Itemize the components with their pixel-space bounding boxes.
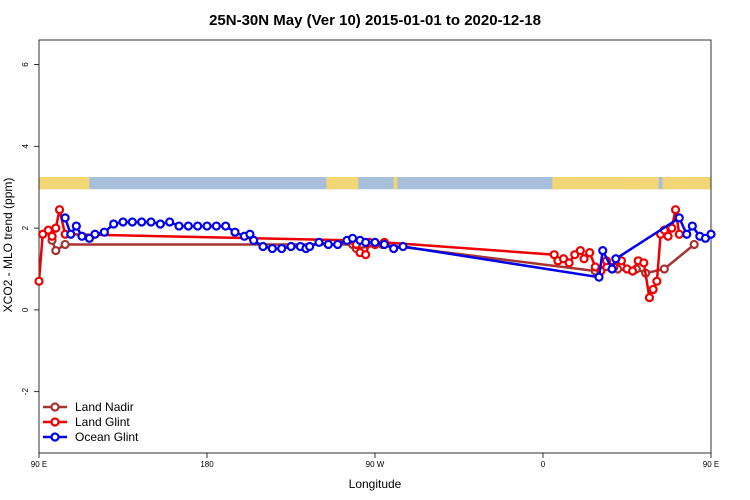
- series-point-1: [648, 284, 658, 295]
- y-tick-label: 0: [21, 307, 30, 312]
- series-point-1: [34, 276, 44, 286]
- legend-marker-1: [50, 417, 60, 427]
- ocean-mask-band: [39, 176, 711, 190]
- series-point-1: [54, 205, 65, 215]
- land-mask-segment: [662, 176, 711, 190]
- series-point-2: [706, 229, 716, 239]
- series-point-2: [370, 237, 380, 248]
- series-point-2: [674, 213, 684, 223]
- legend-label-1: Land Glint: [75, 415, 130, 429]
- series-point-2: [323, 239, 333, 250]
- series-point-2: [146, 217, 156, 227]
- x-tick-label: 0: [541, 460, 546, 469]
- land-mask-segment: [326, 176, 359, 190]
- series-point-2: [361, 237, 371, 248]
- y-tick-label: 2: [21, 225, 30, 230]
- series-point-2: [202, 221, 212, 231]
- series-point-2: [249, 235, 259, 245]
- series-point-2: [109, 219, 119, 229]
- x-axis-title: Longitude: [349, 477, 402, 491]
- series-point-2: [277, 243, 287, 254]
- series-point-1: [361, 250, 371, 260]
- series-point-0: [51, 245, 61, 256]
- series-point-1: [667, 223, 677, 233]
- land-mask-segment: [552, 176, 644, 190]
- legend-marker-0: [50, 402, 60, 412]
- land-mask-segment: [640, 176, 659, 190]
- chart-title: 25N-30N May (Ver 10) 2015-01-01 to 2020-…: [209, 12, 541, 29]
- y-axis-title: XCO2 - MLO trend (ppm): [1, 178, 15, 313]
- series-point-2: [127, 217, 137, 227]
- series-point-2: [183, 221, 193, 231]
- series-line-2: [63, 216, 711, 279]
- series-point-1: [639, 258, 649, 268]
- series-point-2: [258, 241, 268, 252]
- legend-label-0: Land Nadir: [75, 400, 134, 414]
- series-point-1: [585, 248, 595, 258]
- y-tick-label: 6: [21, 62, 30, 67]
- series-point-2: [90, 229, 100, 239]
- series-point-2: [60, 213, 70, 223]
- series-point-2: [389, 243, 399, 254]
- series-point-2: [211, 221, 221, 231]
- x-tick-label: 90 E: [703, 460, 719, 469]
- series-point-2: [594, 272, 604, 282]
- series-point-2: [66, 229, 76, 239]
- series-point-2: [193, 221, 203, 231]
- series-point-2: [598, 245, 608, 256]
- series-point-2: [348, 233, 358, 243]
- series-point-2: [137, 217, 147, 227]
- series-point-1: [670, 205, 681, 215]
- series-point-1: [652, 276, 662, 286]
- series-point-2: [687, 221, 697, 231]
- series-point-1: [663, 231, 673, 241]
- series-point-1: [644, 293, 655, 303]
- series-point-2: [118, 217, 128, 227]
- y-tick-label: -2: [21, 388, 30, 396]
- series-point-2: [611, 254, 621, 264]
- series-point-2: [333, 239, 343, 250]
- series-point-0: [60, 239, 70, 250]
- x-tick-label: 90 E: [31, 460, 47, 469]
- series-point-0: [689, 239, 699, 250]
- series-point-2: [174, 221, 184, 231]
- series-point-1: [674, 229, 684, 239]
- y-tick-label: 4: [21, 144, 30, 149]
- series-point-2: [155, 219, 165, 229]
- series-point-2: [682, 229, 692, 239]
- series-point-1: [564, 258, 574, 268]
- series-point-2: [286, 241, 296, 252]
- series-point-2: [71, 221, 81, 231]
- series-point-2: [607, 264, 617, 274]
- series-point-2: [379, 239, 389, 250]
- land-mask-segment: [393, 176, 398, 190]
- series-point-2: [99, 227, 109, 237]
- legend-label-2: Ocean Glint: [75, 430, 139, 444]
- series-point-1: [51, 223, 61, 233]
- series-point-2: [267, 243, 277, 254]
- x-tick-label: 90 W: [366, 460, 385, 469]
- series-point-2: [77, 231, 87, 241]
- series-point-2: [230, 227, 240, 237]
- series-point-1: [579, 254, 589, 264]
- series-point-2: [305, 241, 315, 252]
- land-mask-segment: [39, 176, 90, 190]
- series-point-2: [398, 241, 408, 252]
- series-point-2: [165, 217, 175, 227]
- series-point-0: [659, 264, 669, 274]
- land-mask-segment: [630, 176, 642, 190]
- series-point-1: [627, 266, 638, 276]
- legend-marker-2: [50, 432, 60, 442]
- x-tick-label: 180: [200, 460, 214, 469]
- series-point-2: [221, 221, 231, 231]
- series-point-1: [575, 245, 585, 256]
- series-point-2: [314, 237, 324, 248]
- series-point-1: [47, 231, 57, 241]
